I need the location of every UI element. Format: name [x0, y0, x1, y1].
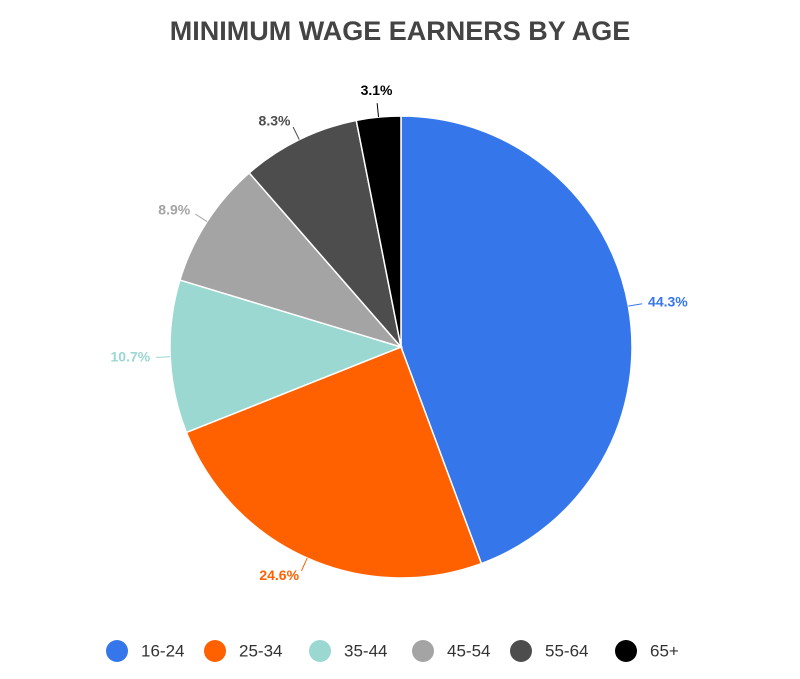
data-label: 8.9% [158, 201, 190, 217]
legend-label: 55-64 [545, 641, 588, 660]
legend-swatch [412, 640, 434, 662]
data-label: 3.1% [361, 82, 393, 98]
legend-swatch [106, 640, 128, 662]
legend-swatch [510, 640, 532, 662]
legend-label: 25-34 [239, 641, 282, 660]
data-label: 44.3% [648, 293, 688, 309]
pie-slice [185, 346, 483, 579]
legend-label: 65+ [650, 641, 679, 660]
pie-slice [178, 171, 404, 349]
legend-swatch [309, 640, 331, 662]
data-label: 10.7% [111, 348, 151, 364]
legend-label: 35-44 [344, 641, 387, 660]
legend-swatch [615, 640, 637, 662]
leader-line [194, 213, 208, 223]
leader-line [156, 356, 171, 358]
legend-swatch [204, 640, 226, 662]
leader-line [628, 303, 643, 307]
legend-label: 16-24 [141, 641, 184, 660]
pie-slice [355, 115, 402, 348]
pie-slice [400, 115, 633, 565]
pie-slice [248, 119, 403, 350]
leader-line [376, 103, 380, 118]
data-label: 24.6% [259, 567, 299, 583]
chart-title: MINIMUM WAGE EARNERS BY AGE [170, 16, 631, 46]
pie-slice [169, 279, 404, 434]
leader-line [301, 557, 308, 572]
leader-line [292, 126, 300, 140]
legend-label: 45-54 [447, 641, 490, 660]
data-label: 8.3% [259, 112, 291, 128]
